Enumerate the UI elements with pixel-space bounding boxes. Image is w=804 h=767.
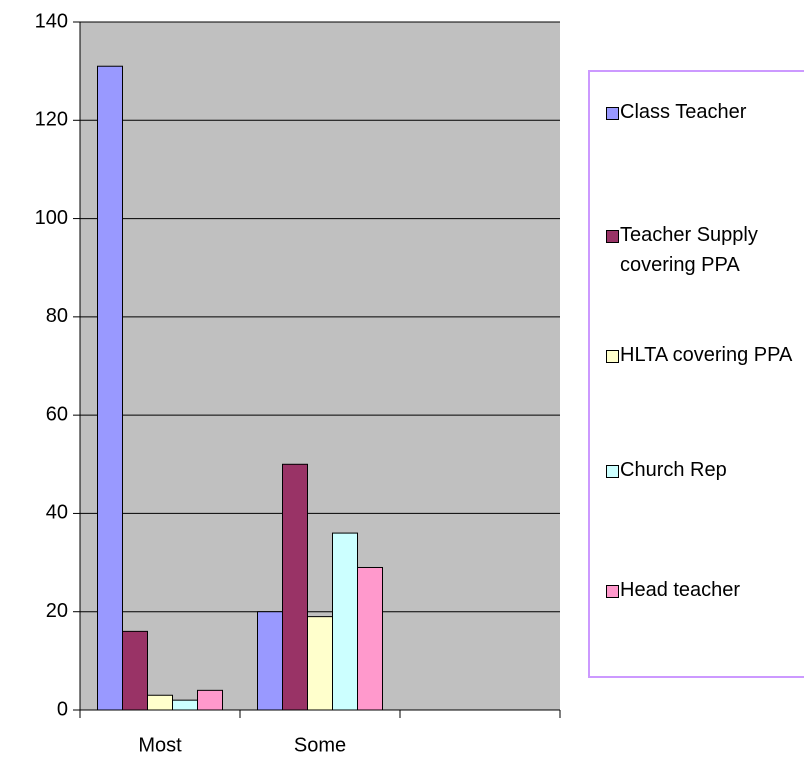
legend-label: Class Teacher [620, 101, 747, 123]
bar [97, 65, 123, 711]
y-tick-label: 40 [46, 502, 68, 524]
bar [197, 689, 223, 711]
legend-swatch [606, 350, 619, 363]
bar [307, 616, 333, 711]
y-tick-label: 80 [46, 305, 68, 327]
plot-area [80, 22, 560, 710]
bar [122, 630, 148, 711]
x-tick-label: Most [138, 734, 182, 756]
legend-item: Teacher Supply covering PPA [606, 220, 804, 280]
y-tick-label: 140 [35, 10, 68, 32]
bar [172, 699, 198, 711]
legend-label: Church Rep [620, 459, 727, 481]
y-tick-label: 0 [57, 698, 68, 720]
legend-label: Teacher Supply covering PPA [620, 224, 758, 276]
legend-item: Head teacher [606, 575, 804, 605]
legend: Class Teacher Teacher Supply covering PPA… [588, 70, 804, 678]
legend-swatch [606, 230, 619, 243]
bar [357, 566, 383, 711]
legend-label: HLTA covering PPA [620, 344, 793, 366]
legend-swatch [606, 585, 619, 598]
y-tick-label: 100 [35, 207, 68, 229]
legend-item: Church Rep [606, 455, 804, 485]
legend-swatch [606, 107, 619, 120]
y-tick-label: 20 [46, 600, 68, 622]
legend-item: Class Teacher [606, 97, 804, 127]
y-tick-label: 120 [35, 109, 68, 131]
x-tick-label: Some [294, 734, 346, 756]
legend-label: Head teacher [620, 579, 741, 601]
y-tick-label: 60 [46, 403, 68, 425]
legend-item: HLTA covering PPA [606, 340, 804, 370]
bar [282, 463, 308, 711]
legend-swatch [606, 465, 619, 478]
bar [332, 532, 358, 711]
bar [147, 694, 173, 711]
bar [257, 611, 283, 711]
